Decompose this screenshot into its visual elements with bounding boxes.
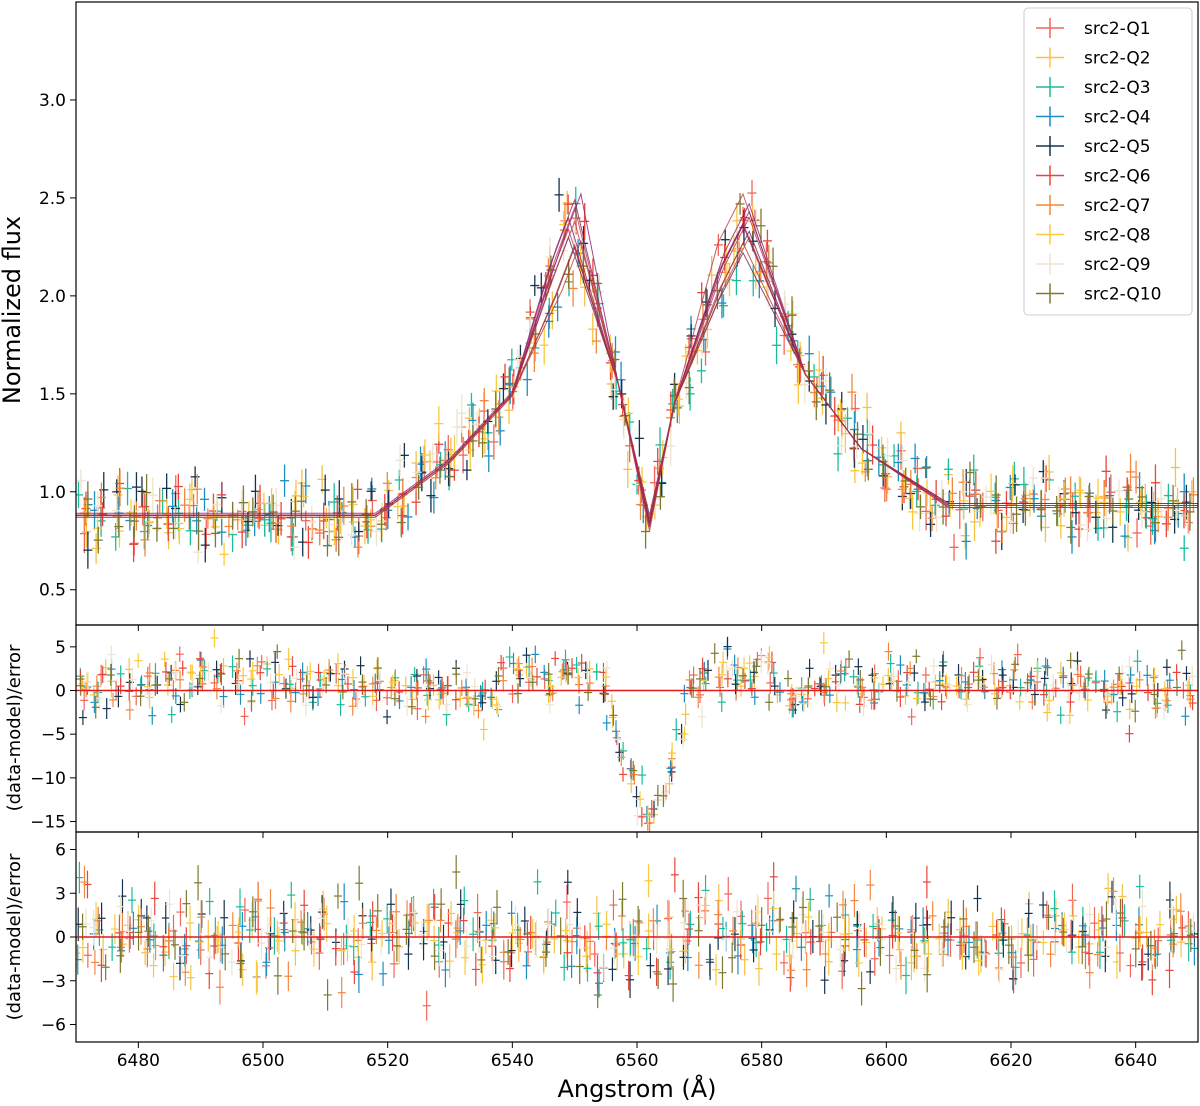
legend: src2-Q1 src2-Q2 src2-Q3 src2-Q4 src2-Q5 src2-… xyxy=(1023,7,1193,316)
legend-entry: src2-Q5 xyxy=(1036,136,1151,157)
series-src2-Q6 xyxy=(81,194,1189,563)
x-tick-label: 6640 xyxy=(1114,1051,1157,1071)
y-tick-label: −15 xyxy=(30,813,66,833)
residuals-panel-2: −6 −3 0 3 6 6480 6500 6520 6540 6560 6580 6600 6620 6… xyxy=(41,831,1199,1071)
y-tick-label: 0 xyxy=(55,682,66,702)
residual-series-src2-Q8 xyxy=(83,628,1192,825)
residual-data xyxy=(76,628,1197,832)
y-tick-label: −5 xyxy=(41,725,66,745)
legend-entry: src2-Q6 xyxy=(1036,165,1151,187)
y-tick-label: −10 xyxy=(30,769,66,789)
y-tick-label: 2.0 xyxy=(39,287,66,307)
legend-entry: src2-Q3 xyxy=(1036,77,1151,98)
series-src2-Q8 xyxy=(82,211,1191,566)
y-tick-label: 1.0 xyxy=(39,483,66,503)
legend-entry: src2-Q4 xyxy=(1036,106,1151,128)
y-axis-label-residuals-2: (data-model)/error xyxy=(4,853,25,1020)
x-tick-label: 6500 xyxy=(241,1051,284,1071)
x-tick-label: 6480 xyxy=(117,1051,160,1071)
axes-frame xyxy=(75,831,1199,1043)
model-curves xyxy=(76,192,1198,532)
series-src2-Q3 xyxy=(76,186,1189,561)
model-curve xyxy=(76,216,1198,528)
y-tick-label: 0 xyxy=(55,928,66,948)
legend-entry: src2-Q10 xyxy=(1036,283,1161,305)
residual-series-src2-Q10 xyxy=(78,855,1195,1011)
residual-series-src2-Q5 xyxy=(78,636,1191,818)
legend-label: src2-Q5 xyxy=(1084,137,1151,157)
x-tick-label: 6580 xyxy=(740,1051,783,1071)
y-axis-label-residuals-1: (data-model)/error xyxy=(4,644,25,811)
residual-series-src2-Q1 xyxy=(80,643,1188,831)
legend-label: src2-Q7 xyxy=(1084,196,1151,216)
x-axis-label: Angstrom (Å) xyxy=(558,1074,717,1103)
x-tick-label: 6620 xyxy=(989,1051,1032,1071)
x-tick-label: 6560 xyxy=(615,1051,658,1071)
x-tick-label: 6520 xyxy=(366,1051,409,1071)
legend-label: src2-Q2 xyxy=(1084,49,1151,69)
y-axis-label-spectrum: Normalized flux xyxy=(0,216,26,404)
residual-series-src2-Q6 xyxy=(76,651,1197,827)
y-tick-label: 1.5 xyxy=(39,385,66,405)
residual-series-src2-Q4 xyxy=(76,875,1198,998)
legend-entry: src2-Q1 xyxy=(1036,18,1151,39)
legend-entry: src2-Q2 xyxy=(1036,47,1151,69)
y-tick-label: 5 xyxy=(55,638,66,658)
legend-label: src2-Q6 xyxy=(1084,167,1151,187)
y-tick-label: 0.5 xyxy=(39,581,66,601)
residual-data xyxy=(76,855,1198,1021)
legend-entry: src2-Q8 xyxy=(1036,224,1151,246)
y-tick-label: −3 xyxy=(41,972,66,992)
y-tick-label: 3 xyxy=(55,884,66,904)
y-tick-label: 6 xyxy=(55,841,66,861)
y-tick-label: 3.0 xyxy=(39,91,66,111)
legend-label: src2-Q3 xyxy=(1084,78,1151,98)
residual-series-src2-Q3 xyxy=(76,646,1195,810)
x-tick-label: 6540 xyxy=(491,1051,534,1071)
residuals-panel-1: −15 −10 −5 0 5 xyxy=(30,624,1199,838)
y-tick-label: −6 xyxy=(41,1016,66,1036)
legend-label: src2-Q10 xyxy=(1084,285,1161,305)
residual-series-src2-Q10 xyxy=(76,640,1186,807)
legend-label: src2-Q9 xyxy=(1084,255,1151,275)
legend-label: src2-Q1 xyxy=(1084,19,1151,39)
legend-box xyxy=(1023,7,1193,316)
y-tick-label: 2.5 xyxy=(39,189,66,209)
legend-label: src2-Q8 xyxy=(1084,226,1151,246)
x-tick-label: 6600 xyxy=(865,1051,908,1071)
legend-entry: src2-Q7 xyxy=(1036,195,1151,216)
residual-series-src2-Q8 xyxy=(78,864,1194,995)
spectrum-panel: 0.5 1.0 1.5 2.0 2.5 3.0 xyxy=(39,1,1199,631)
legend-label: src2-Q4 xyxy=(1084,108,1151,128)
legend-entry: src2-Q9 xyxy=(1036,254,1151,275)
